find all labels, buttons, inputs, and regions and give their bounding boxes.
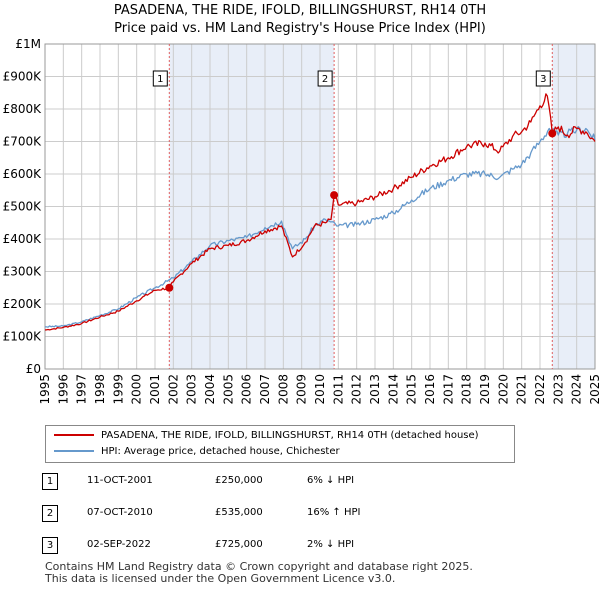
sale-date: 11-OCT-2001 (87, 475, 153, 486)
sale-hpi-diff: 6% ↓ HPI (307, 475, 355, 486)
property-price-line (44, 93, 596, 331)
plot-area-border (44, 43, 596, 370)
x-tick-label: 2023 (551, 374, 565, 405)
x-tick-label: 2020 (496, 374, 510, 405)
legend-item-hpi: HPI: Average price, detached house, Chic… (54, 444, 340, 460)
x-tick-label: 2005 (221, 374, 235, 405)
legend-swatch-hpi (54, 450, 94, 452)
table-row: 2 07-OCT-2010 £535,000 16% ↑ HPI (42, 502, 472, 524)
x-tick-label: 2022 (533, 374, 547, 405)
x-tick-label: 1997 (75, 374, 89, 405)
x-tick-label: 2021 (515, 374, 529, 405)
sale-annotation-box (317, 70, 333, 87)
x-tick-label: 2002 (166, 374, 180, 405)
x-tick-label: 2001 (148, 374, 162, 405)
sale-annotation: 2 (317, 70, 333, 87)
grid-layer (44, 43, 596, 370)
sale-point (165, 283, 174, 292)
y-tick-label: £300K (3, 265, 43, 279)
x-axis: 1995 1996 1997 1998 1999 2000 2001 2002 2003 2004… (38, 374, 600, 405)
y-tick-label: £1M (15, 37, 41, 51)
x-tick-label: 2014 (386, 374, 400, 405)
legend-label-hpi: HPI: Average price, detached house, Chic… (101, 446, 340, 457)
x-tick-label: 2000 (130, 374, 144, 405)
x-tick-label: 1995 (38, 374, 52, 405)
sale-hpi-diff: 16% ↑ HPI (307, 507, 361, 518)
series-layer (44, 93, 596, 331)
legend: PASADENA, THE RIDE, IFOLD, BILLINGSHURST… (45, 425, 515, 463)
price-chart: 1 2 3 £0 £100K £200K £300K £400K £500K £600K £700… (3, 37, 600, 405)
x-tick-label: 2009 (295, 374, 309, 405)
x-tick-label: 2008 (276, 374, 290, 405)
sale-price: £535,000 (215, 507, 263, 518)
sale-number-badge: 2 (42, 505, 58, 522)
sale-point (548, 129, 557, 138)
sale-number-badge: 1 (42, 473, 58, 490)
y-tick-label: £800K (3, 102, 43, 116)
chart-title: PASADENA, THE RIDE, IFOLD, BILLINGSHURST… (0, 2, 600, 38)
sale-annotation-label: 2 (322, 74, 328, 85)
x-tick-label: 2019 (478, 374, 492, 405)
x-tick-label: 2006 (240, 374, 254, 405)
chart-title-line2: Price paid vs. HM Land Registry's House … (114, 21, 486, 36)
sale-annotation-label: 1 (157, 74, 163, 85)
legend-swatch-property (54, 434, 94, 436)
y-tick-label: £900K (3, 70, 43, 84)
y-axis: £0 £100K £200K £300K £400K £500K £600K £700K £80… (3, 37, 43, 376)
y-tick-label: £500K (3, 200, 43, 214)
table-row: 1 11-OCT-2001 £250,000 6% ↓ HPI (42, 470, 472, 492)
x-tick-label: 2004 (203, 374, 217, 405)
footer-line1: Contains HM Land Registry data © Crown c… (45, 560, 473, 573)
sale-annotation-label: 3 (540, 74, 546, 85)
legend-item-property: PASADENA, THE RIDE, IFOLD, BILLINGSHURST… (54, 428, 479, 444)
sale-hpi-diff: 2% ↓ HPI (307, 539, 355, 550)
y-tick-label: £100K (3, 330, 43, 344)
x-tick-label: 2003 (185, 374, 199, 405)
sale-date: 07-OCT-2010 (87, 507, 153, 518)
sale-point (330, 191, 339, 200)
x-tick-label: 2007 (258, 374, 272, 405)
sale-annotation: 1 (152, 70, 168, 87)
sale-date: 02-SEP-2022 (87, 539, 151, 550)
sale-annotation-box (152, 70, 168, 87)
x-tick-label: 1996 (56, 374, 70, 405)
sale-number-badge: 3 (42, 537, 58, 554)
legend-label-property: PASADENA, THE RIDE, IFOLD, BILLINGSHURST… (101, 430, 479, 441)
x-tick-label: 2012 (350, 374, 364, 405)
x-tick-label: 2024 (570, 374, 584, 405)
x-tick-label: 1999 (111, 374, 125, 405)
sale-price: £725,000 (215, 539, 263, 550)
hpi-line (44, 125, 596, 328)
footer-line2: This data is licensed under the Open Gov… (45, 572, 396, 585)
table-row: 3 02-SEP-2022 £725,000 2% ↓ HPI (42, 534, 472, 556)
x-tick-label: 2017 (441, 374, 455, 405)
y-tick-label: £700K (3, 135, 43, 149)
x-tick-label: 2015 (405, 374, 419, 405)
y-tick-label: £200K (3, 297, 43, 311)
x-tick-label: 2010 (313, 374, 327, 405)
chart-title-line1: PASADENA, THE RIDE, IFOLD, BILLINGSHURST… (113, 3, 487, 18)
sale-annotation: 3 (535, 70, 551, 87)
y-tick-label: £600K (3, 167, 43, 181)
x-tick-label: 2013 (368, 374, 382, 405)
sale-annotation-box (535, 70, 551, 87)
x-tick-label: 2025 (588, 374, 600, 405)
sale-annotations: 1 2 3 (152, 70, 551, 87)
x-tick-label: 1998 (93, 374, 107, 405)
y-tick-label: £0 (26, 362, 41, 376)
x-tick-label: 2018 (460, 374, 474, 405)
sale-price: £250,000 (215, 475, 263, 486)
y-tick-label: £400K (3, 232, 43, 246)
sale-dots (165, 129, 557, 292)
x-tick-label: 2016 (423, 374, 437, 405)
x-tick-label: 2011 (331, 374, 345, 405)
footer-attribution: Contains HM Land Registry data © Crown c… (45, 561, 473, 585)
